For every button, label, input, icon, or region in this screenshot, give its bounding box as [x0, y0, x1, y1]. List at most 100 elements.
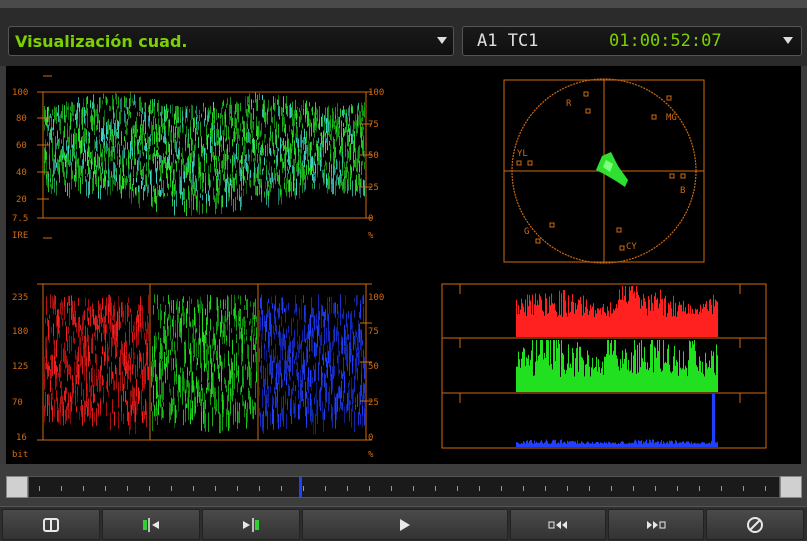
prohibited-icon — [747, 516, 763, 533]
timeline-tick — [457, 486, 458, 491]
timeline-tick — [83, 486, 84, 491]
rgb-left-tick-180: 180 — [12, 327, 28, 337]
waveform-scope: 100 80 60 40 20 7.5 IRE 100 75 50 25 0 % — [12, 75, 384, 241]
wf-right-tick-50: 50 — [368, 151, 379, 161]
vs-target-r: R — [566, 99, 572, 109]
wf-left-tick-7-5: 7.5 — [12, 214, 28, 224]
rgb-left-tick-235: 235 — [12, 293, 28, 303]
track-label: A1 TC1 — [477, 31, 539, 51]
rgb-left-tick-16: 16 — [16, 433, 27, 443]
position-bar[interactable] — [28, 476, 780, 498]
scopes-area: 100 80 60 40 20 7.5 IRE 100 75 50 25 0 % — [6, 66, 801, 464]
timeline-tick — [501, 486, 502, 491]
timeline-tick — [127, 486, 128, 491]
rgb-right-tick-50: 50 — [368, 362, 379, 372]
timeline-tick — [39, 486, 40, 491]
rewind-button[interactable] — [510, 509, 606, 540]
timeline-tick — [765, 486, 766, 491]
timeline-tick — [633, 486, 634, 491]
view-mode-dropdown[interactable]: Visualización cuad. — [8, 26, 454, 56]
scopes-canvas: 100 80 60 40 20 7.5 IRE 100 75 50 25 0 % — [12, 75, 767, 460]
timeline-tick — [479, 486, 480, 491]
wf-right-tick-25: 25 — [368, 183, 379, 193]
timeline-tick — [369, 486, 370, 491]
wf-right-tick-75: 75 — [368, 120, 379, 130]
vectorscope: R MG YL B G CY — [503, 78, 705, 264]
rgb-right-tick-25: 25 — [368, 398, 379, 408]
rgb-left-tick-70: 70 — [12, 398, 23, 408]
histogram-scope — [441, 283, 767, 449]
play-icon — [400, 518, 410, 531]
wf-left-unit: IRE — [12, 231, 28, 241]
timeline-tick — [611, 486, 612, 491]
vs-target-g: G — [524, 227, 529, 237]
timeline-tick — [655, 486, 656, 491]
wf-left-tick-100: 100 — [12, 88, 28, 98]
vs-target-cy: CY — [626, 242, 637, 252]
timeline-tick — [149, 486, 150, 491]
vs-target-mg: MG — [666, 113, 677, 123]
timeline-tick — [303, 486, 304, 491]
split-view-icon — [43, 517, 59, 532]
rgb-right-tick-100: 100 — [368, 293, 384, 303]
vs-target-yl: YL — [517, 149, 528, 159]
wf-right-unit: % — [368, 231, 374, 241]
timecode-display: 01:00:52:07 — [609, 31, 722, 51]
wf-left-tick-60: 60 — [16, 141, 27, 151]
chevron-down-icon — [437, 37, 447, 44]
timecode-dropdown[interactable]: A1 TC1 01:00:52:07 — [462, 26, 802, 56]
timeline-tick — [237, 486, 238, 491]
transport-toolbar — [0, 506, 807, 541]
mark-out-button[interactable] — [202, 509, 300, 540]
play-button[interactable] — [302, 509, 508, 540]
timeline-tick — [721, 486, 722, 491]
clear-button[interactable] — [706, 509, 804, 540]
rgb-right-tick-75: 75 — [368, 327, 379, 337]
timeline-tick — [281, 486, 282, 491]
timeline-tick — [105, 486, 106, 491]
rewind-icon — [548, 520, 567, 529]
timeline-tick — [567, 486, 568, 491]
timeline-tick — [171, 486, 172, 491]
view-mode-label: Visualización cuad. — [15, 32, 188, 51]
timeline-end-handle[interactable] — [780, 476, 802, 498]
timeline-tick — [413, 486, 414, 491]
timeline-start-handle[interactable] — [6, 476, 28, 498]
timeline-tick — [193, 486, 194, 491]
wf-right-tick-100: 100 — [368, 88, 384, 98]
wf-left-tick-40: 40 — [16, 168, 27, 178]
timeline-tick — [743, 486, 744, 491]
timeline-tick — [61, 486, 62, 491]
rgb-parade-scope: 235 180 125 70 16 bit 100 75 50 25 0 % — [12, 283, 384, 460]
timeline-tick — [699, 486, 700, 491]
timeline-bar — [0, 464, 807, 506]
vs-target-b: B — [680, 186, 685, 196]
timeline-tick — [347, 486, 348, 491]
timeline-tick — [589, 486, 590, 491]
mark-in-button[interactable] — [102, 509, 200, 540]
top-strip — [0, 0, 807, 8]
mark-out-icon — [243, 517, 259, 532]
timeline-tick — [677, 486, 678, 491]
monitor-header: Visualización cuad. A1 TC1 01:00:52:07 — [0, 8, 807, 66]
rgb-left-tick-125: 125 — [12, 362, 28, 372]
timeline-tick — [325, 486, 326, 491]
mark-in-icon — [143, 517, 159, 532]
chevron-down-icon — [783, 37, 793, 44]
fast-forward-icon — [647, 520, 666, 529]
timeline-tick — [523, 486, 524, 491]
timeline-tick — [545, 486, 546, 491]
timeline-tick — [391, 486, 392, 491]
rgb-right-tick-0: 0 — [368, 433, 373, 443]
wf-left-tick-80: 80 — [16, 114, 27, 124]
wf-left-tick-20: 20 — [16, 195, 27, 205]
timeline-tick — [435, 486, 436, 491]
fast-forward-button[interactable] — [608, 509, 704, 540]
rgb-right-unit: % — [368, 450, 374, 460]
timeline-tick — [215, 486, 216, 491]
playhead[interactable] — [299, 477, 302, 497]
timeline-tick — [259, 486, 260, 491]
quad-view-button[interactable] — [2, 509, 100, 540]
rgb-left-unit: bit — [12, 450, 28, 460]
wf-right-tick-0: 0 — [368, 214, 373, 224]
